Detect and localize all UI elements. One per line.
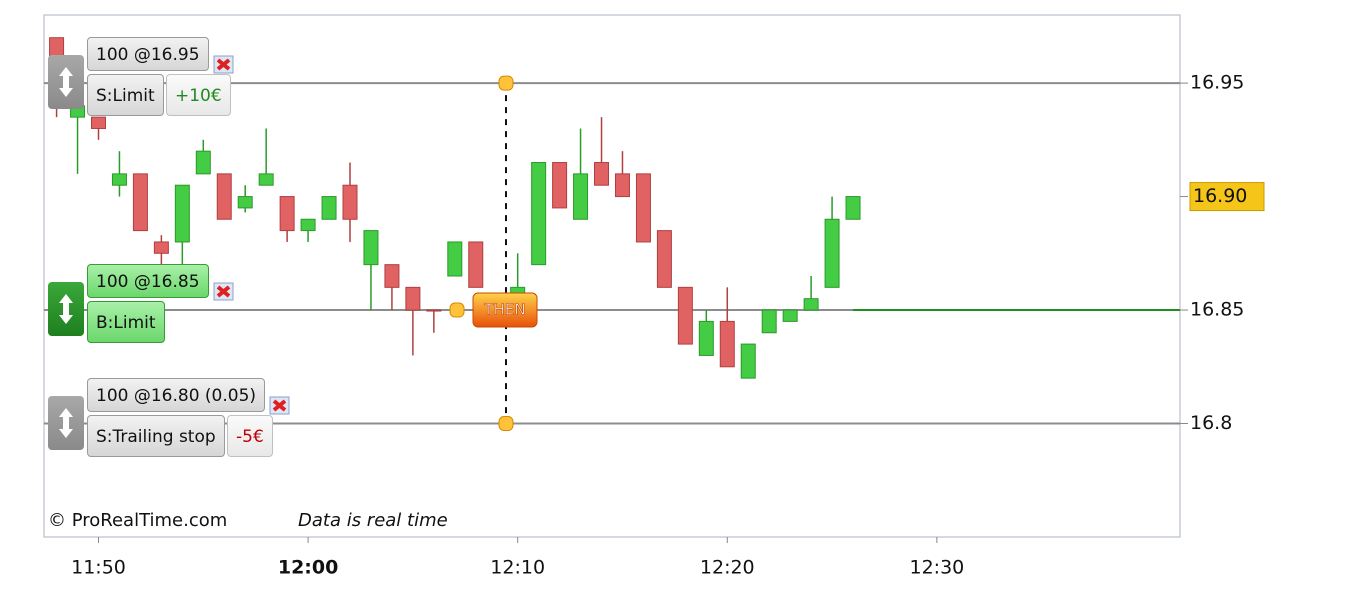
order-grip[interactable] [48, 282, 84, 337]
candle-body [719, 320, 735, 368]
order-widget: 100 @16.95 S:Limit +10€ [48, 37, 448, 133]
candle-body [761, 309, 777, 334]
x-tick-label: 12:10 [490, 557, 545, 579]
candle-body [552, 162, 568, 209]
order-grip[interactable] [48, 395, 84, 450]
last-price-label: 16.90 [1193, 185, 1247, 207]
x-tick-label: 11:50 [71, 557, 126, 579]
order-label: 100 @16.85 [87, 264, 209, 299]
candle-body [573, 173, 589, 220]
candle-body [531, 162, 547, 266]
y-tick-label: 16.8 [1190, 412, 1232, 434]
link-handle [498, 75, 514, 91]
candle-body [237, 196, 253, 209]
candle-body [174, 184, 190, 243]
x-tick-label: 12:20 [700, 557, 755, 579]
grip-icon [59, 67, 73, 98]
candle-body [677, 286, 693, 345]
order-widget: 100 @16.85 B:Limit [48, 264, 448, 360]
candle-body [740, 343, 756, 379]
order-widget: 100 @16.80 (0.05) S:Trailing stop -5€ [48, 377, 448, 474]
candle-body [824, 218, 840, 288]
candle-body [153, 241, 169, 254]
link-badge-box [472, 292, 538, 328]
candle-body [845, 196, 861, 220]
candle-body [698, 320, 714, 356]
y-tick-label: 16.95 [1190, 72, 1244, 94]
link-badge: THEN [472, 292, 538, 328]
order-kind: S:Trailing stop [87, 414, 225, 457]
candle-body [216, 173, 232, 220]
notice: Data is real time [298, 510, 448, 531]
candle-body [279, 196, 295, 232]
link-label: THEN [483, 301, 525, 319]
order-cancel[interactable] [269, 394, 291, 416]
candle-body [132, 173, 148, 232]
cancel-icon [269, 396, 290, 415]
candle-body [321, 196, 337, 220]
candle-body [258, 173, 274, 186]
candle-body [426, 309, 442, 312]
candle-body [405, 286, 421, 311]
candle-body [594, 162, 610, 186]
cancel-icon [213, 282, 234, 301]
candle-body [635, 173, 651, 243]
order-grip[interactable] [48, 55, 84, 110]
order-label: 100 @16.80 (0.05) [87, 377, 266, 412]
candle-body [384, 264, 400, 288]
candle-body [363, 230, 379, 266]
order-kind: B:Limit [87, 301, 165, 344]
candle-body [614, 173, 630, 198]
grip-icon [59, 294, 73, 325]
copyright: © ProRealTime.com [48, 510, 227, 531]
grip-icon [59, 407, 73, 438]
last-price-box [1189, 182, 1265, 212]
candle-body [342, 184, 358, 220]
x-tick-label: 12:00 [278, 557, 338, 579]
candle-body [468, 241, 484, 288]
order-label: 100 @16.95 [87, 37, 209, 72]
x-tick-label: 12:30 [909, 557, 964, 579]
candle-body [803, 298, 819, 311]
candle-body [300, 218, 316, 232]
candle-body [111, 173, 127, 186]
y-tick-label: 16.85 [1190, 299, 1244, 321]
candle-body [195, 150, 211, 175]
candle-body [90, 116, 106, 129]
order-kind: S:Limit [87, 74, 164, 117]
link-handle [449, 302, 465, 318]
link-handle [498, 416, 514, 432]
order-pnl: -5€ [227, 414, 273, 457]
order-cancel[interactable] [213, 280, 235, 302]
candle-body [656, 230, 672, 288]
order-cancel[interactable] [213, 53, 235, 75]
candle-body [447, 241, 463, 277]
order-pnl: +10€ [166, 74, 231, 117]
cancel-icon [213, 55, 234, 74]
candle-body [782, 309, 798, 322]
